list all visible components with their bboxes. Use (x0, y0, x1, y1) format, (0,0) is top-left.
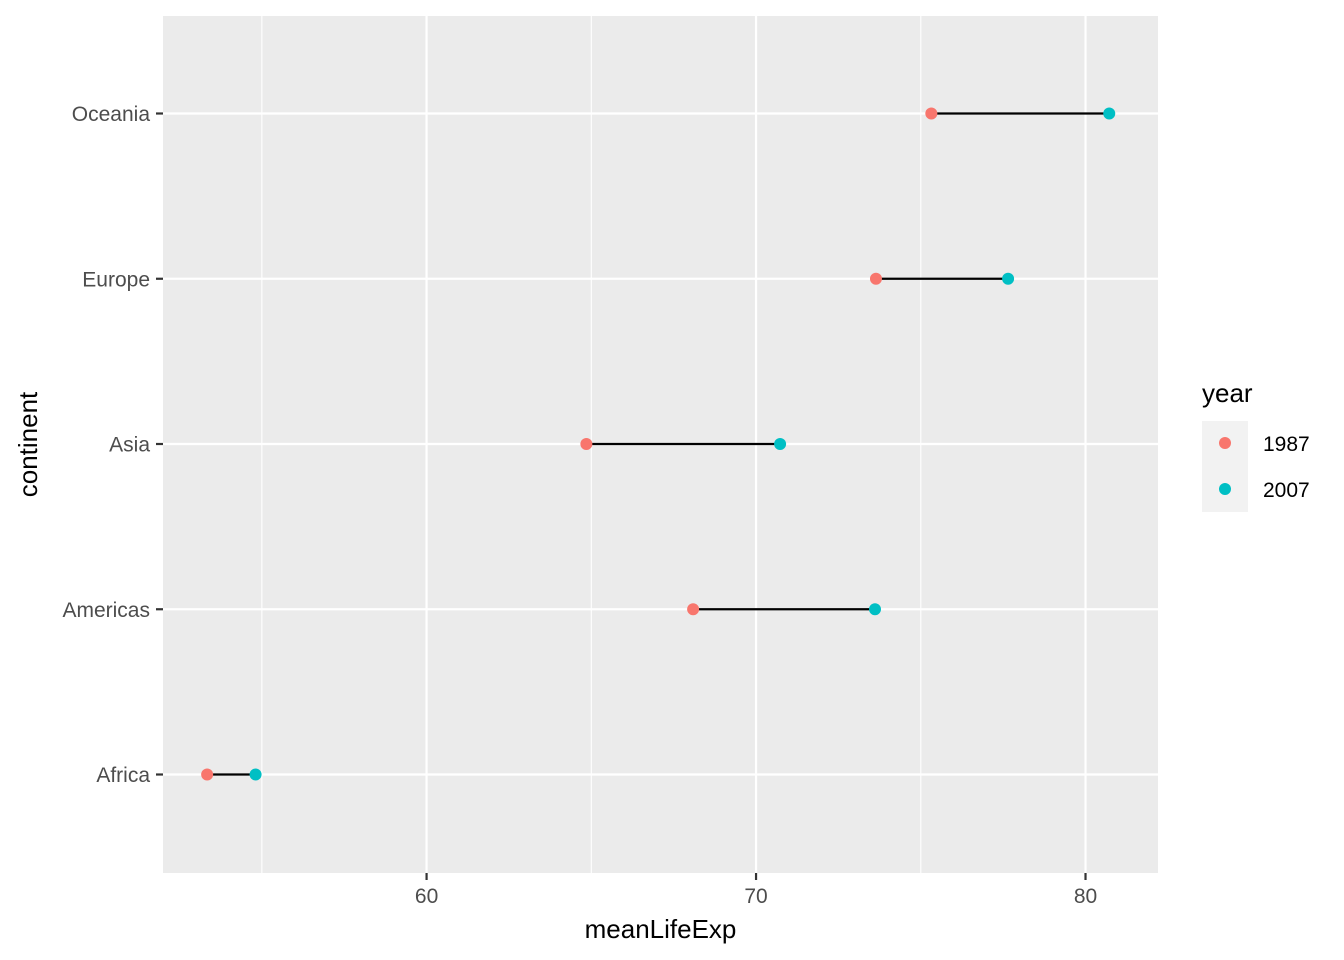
data-point-2007 (249, 768, 262, 781)
data-points (201, 107, 1116, 781)
data-point-1987 (580, 438, 593, 450)
data-point-1987 (869, 272, 882, 285)
y-tick-label: Americas (62, 599, 150, 622)
x-axis-title: meanLifeExp (585, 914, 737, 944)
legend-key-1987 (1219, 437, 1231, 449)
x-tick-label: 80 (1074, 885, 1097, 908)
legend-label-1987: 1987 (1263, 433, 1310, 456)
y-tick-label: Europe (82, 268, 150, 291)
data-point-2007 (774, 438, 787, 450)
data-point-2007 (1103, 107, 1116, 120)
data-point-1987 (201, 768, 214, 781)
x-axis: 60 70 80 (415, 873, 1097, 908)
legend: year 1987 2007 (1202, 378, 1310, 512)
x-tick-label: 60 (415, 885, 438, 908)
data-point-2007 (868, 603, 881, 616)
data-point-2007 (1002, 272, 1015, 285)
y-tick-label: Asia (109, 434, 150, 457)
y-tick-label: Oceania (72, 103, 151, 126)
data-point-1987 (925, 107, 938, 120)
connector-lines (207, 112, 1110, 776)
legend-key-background (1202, 421, 1248, 512)
y-axis: Africa Americas Asia Europe Oceania (62, 103, 163, 787)
legend-key-2007 (1219, 483, 1231, 495)
x-tick-label: 70 (744, 885, 767, 908)
data-point-1987 (687, 603, 700, 616)
legend-title: year (1202, 378, 1253, 408)
legend-label-2007: 2007 (1263, 479, 1310, 502)
y-axis-title: continent (13, 391, 43, 497)
y-tick-label: Africa (96, 764, 150, 787)
